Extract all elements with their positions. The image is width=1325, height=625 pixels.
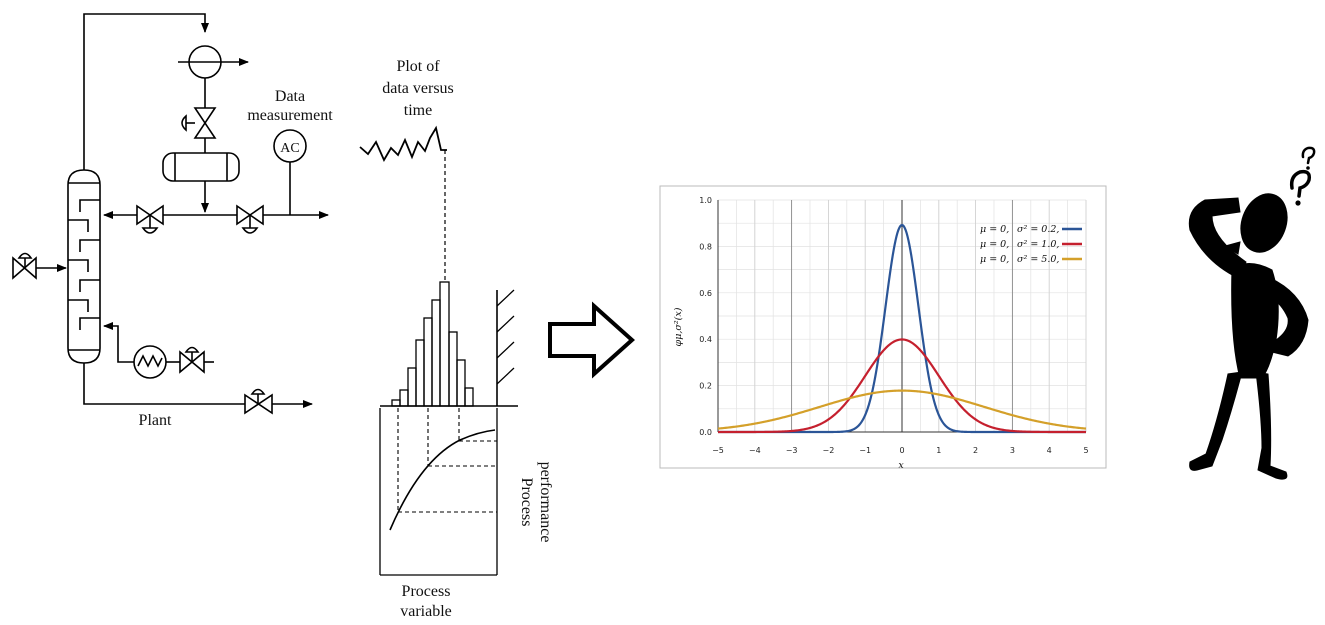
control-valve-icon <box>181 107 217 139</box>
y-tick-label: 0.4 <box>699 335 712 344</box>
y-tick-label: 1.0 <box>699 196 712 205</box>
x-tick-label: 2 <box>973 446 978 455</box>
reflux-valve-icon <box>136 204 164 234</box>
x-tick-label: 3 <box>1010 446 1015 455</box>
y-tick-label: 0.0 <box>699 428 712 437</box>
hollow-right-arrow-icon <box>548 301 635 379</box>
chart-lines <box>717 223 1087 434</box>
bottoms-valve-icon <box>244 388 273 415</box>
analyzer-controller-icon <box>273 129 307 163</box>
confused-person-icon <box>1188 146 1316 480</box>
steam-valve-icon <box>179 346 205 374</box>
plot-label-2: data versus <box>382 80 454 97</box>
x-tick-label: −1 <box>859 446 871 455</box>
controller-label: AC <box>280 141 299 156</box>
x-axis-label: x <box>898 460 904 471</box>
histogram-sketch <box>380 281 518 407</box>
x-tick-label: 4 <box>1047 446 1052 455</box>
legend-mu-2: μ = 0, <box>980 254 1009 265</box>
performance-curve-sketch <box>379 408 498 576</box>
process-performance-label-1: Process <box>518 478 535 527</box>
distillation-column-icon <box>67 169 101 364</box>
legend-var-0: σ² = 0.2, <box>1017 224 1059 235</box>
plant-label: Plant <box>139 412 172 429</box>
series-line-2 <box>717 389 1087 430</box>
legend-var-2: σ² = 5.0, <box>1017 254 1059 265</box>
condenser-icon <box>178 45 249 79</box>
reflux-drum-icon <box>162 152 240 182</box>
y-axis-label: φμ,σ²(x) <box>673 307 684 346</box>
x-tick-label: −3 <box>786 446 798 455</box>
plot-label-1: Plot of <box>396 58 440 75</box>
y-tick-label: 0.8 <box>699 242 712 251</box>
normal-distribution-chart: −5 −4 −3 −2 −1 0 1 2 3 4 5 0.0 0.2 0.4 0.6 0.8 1.0 x φμ,… <box>659 185 1107 471</box>
legend-mu-0: μ = 0, <box>980 224 1009 235</box>
chart-tick-labels: −5 −4 −3 −2 −1 0 1 2 3 4 5 0.0 0.2 0.4 0.6 0.8 1.0 <box>699 196 1088 455</box>
plant-labels: Data measurement AC Plot of data versus … <box>139 58 554 620</box>
data-measurement-label-1: Data <box>275 88 305 105</box>
x-tick-label: −5 <box>712 446 724 455</box>
x-tick-label: 0 <box>899 446 904 455</box>
y-tick-label: 0.2 <box>699 382 712 391</box>
x-tick-label: −4 <box>749 446 761 455</box>
legend-mu-1: μ = 0, <box>980 239 1009 250</box>
x-tick-label: 1 <box>936 446 941 455</box>
feed-valve-icon <box>12 252 67 280</box>
time-series-sketch <box>359 125 447 280</box>
process-performance-label-2: performance <box>537 462 554 543</box>
process-variable-label-1: Process <box>402 583 451 600</box>
legend-var-1: σ² = 1.0, <box>1017 239 1059 250</box>
plot-label-3: time <box>404 102 432 119</box>
x-tick-label: −2 <box>823 446 835 455</box>
reboiler-icon <box>133 345 167 379</box>
x-tick-label: 5 <box>1083 446 1088 455</box>
process-variable-label-2: variable <box>400 603 452 620</box>
data-measurement-label-2: measurement <box>247 107 333 124</box>
distillate-valve-icon <box>236 204 264 234</box>
y-tick-label: 0.6 <box>699 289 712 298</box>
series-line-1 <box>718 338 1086 434</box>
chart-legend: μ = 0, σ² = 0.2, μ = 0, σ² = 1.0, μ = 0, σ² =… <box>980 224 1082 265</box>
plant-schematic <box>12 13 518 576</box>
